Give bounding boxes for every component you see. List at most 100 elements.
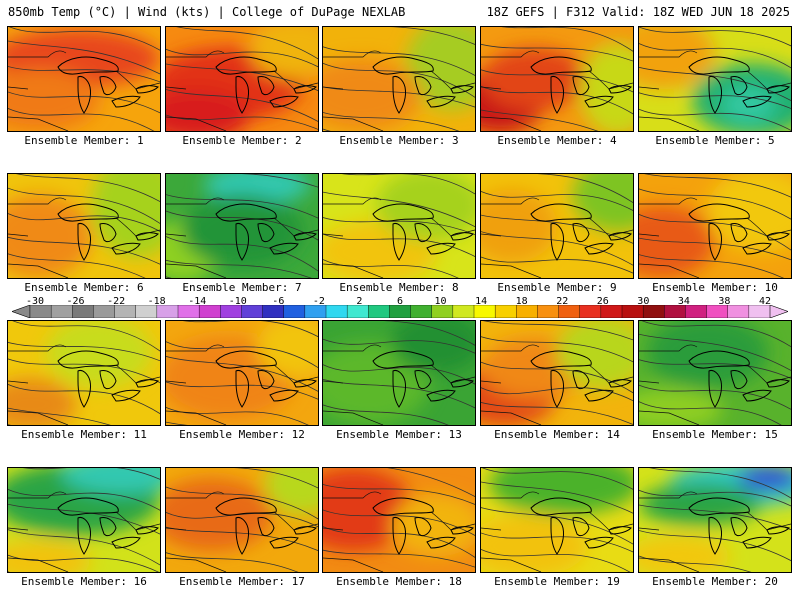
colorbar-bin (706, 305, 729, 318)
lake-outline (572, 76, 590, 96)
colorbar-bin (431, 305, 454, 318)
lake-outline (269, 242, 299, 255)
height-contour (8, 253, 146, 278)
ensemble-member-label: Ensemble Member: 14 (494, 428, 620, 441)
ensemble-map-panel (638, 173, 792, 279)
height-contour (639, 333, 791, 372)
lake-outline (530, 203, 592, 222)
height-contour (22, 468, 160, 480)
height-contour (166, 421, 188, 425)
lake-outline (135, 526, 159, 535)
height-contour (387, 468, 475, 498)
lake-outline (372, 350, 434, 369)
boundary-line (8, 86, 69, 131)
lake-outline (111, 389, 141, 402)
ensemble-member-label: Ensemble Member: 9 (497, 281, 617, 294)
height-contour (323, 191, 475, 228)
height-contour (323, 483, 475, 506)
lake-outline (257, 370, 275, 390)
temperature-map (8, 468, 160, 572)
height-contour (639, 27, 791, 47)
lake-outline (450, 232, 474, 241)
colorbar-bin (473, 305, 496, 318)
temperature-region (481, 189, 557, 263)
colorbar-bin (452, 305, 475, 318)
height-contour (649, 468, 791, 499)
colorbar-bin (198, 305, 221, 318)
ensemble-map-panel (322, 320, 476, 426)
height-contour (481, 481, 633, 514)
lake-outline (372, 203, 434, 222)
colorbar-tick-label: -22 (107, 296, 126, 307)
ensemble-member-label: Ensemble Member: 13 (336, 428, 462, 441)
lake-outline (608, 379, 632, 388)
lake-outline (77, 370, 91, 408)
boundary-line (323, 233, 384, 278)
boundary-line (639, 380, 700, 425)
lake-outline (111, 242, 141, 255)
run-valid-time: 18Z GEFS | F312 Valid: 18Z WED JUN 18 20… (486, 5, 790, 19)
boundary-line (8, 197, 67, 205)
temperature-region (61, 468, 160, 494)
colorbar-tick-label: 26 (596, 296, 609, 307)
temperature-map (323, 321, 475, 425)
height-contour (481, 256, 633, 274)
temperature-map (323, 468, 475, 572)
ensemble-map-panel (165, 320, 319, 426)
lake-outline (215, 56, 277, 75)
ensemble-member-label: Ensemble Member: 2 (182, 134, 302, 147)
lake-outline (372, 497, 434, 516)
temperature-region (707, 174, 791, 252)
colorbar-bin (494, 305, 517, 318)
height-contour (389, 27, 475, 46)
ensemble-member-label: Ensemble Member: 7 (182, 281, 302, 294)
colorbar-bin (283, 305, 306, 318)
lake-outline (708, 370, 722, 408)
ensemble-map-panel (322, 26, 476, 132)
height-contour (242, 174, 318, 188)
height-contour (9, 27, 160, 51)
ensemble-map-panel (638, 467, 792, 573)
colorbar-bin (600, 305, 623, 318)
height-contour (481, 387, 633, 402)
lake-outline (766, 526, 790, 535)
lake-outline (293, 85, 317, 94)
boundary-line (639, 233, 700, 278)
colorbar-bin (389, 305, 412, 318)
colorbar-bin (93, 305, 116, 318)
temperature-region (166, 478, 273, 552)
height-contour (482, 468, 633, 491)
height-contour (323, 111, 460, 131)
lake-outline (688, 56, 750, 75)
height-contour (323, 338, 475, 354)
colorbar-bin (579, 305, 602, 318)
height-contour (639, 529, 791, 562)
temperature-map (639, 321, 791, 425)
colorbar-tick-label: 2 (356, 296, 363, 307)
boundary-line (639, 527, 700, 572)
colorbar-tick-label: 22 (556, 296, 569, 307)
temperature-region (264, 468, 318, 515)
ensemble-member-label: Ensemble Member: 16 (21, 575, 147, 588)
temperature-region (323, 341, 430, 425)
boundary-line (8, 491, 67, 499)
lake-outline (135, 232, 159, 241)
height-contour (323, 525, 475, 559)
colorbar-bin (368, 305, 390, 318)
colorbar-min-arrow (12, 305, 31, 318)
height-contour (481, 85, 633, 115)
lake-outline (688, 497, 750, 516)
temperature-region (572, 174, 633, 232)
temperature-map (639, 27, 791, 131)
temperature-region (481, 514, 588, 572)
ensemble-member-label: Ensemble Member: 11 (21, 428, 147, 441)
lake-outline (99, 517, 117, 537)
lake-outline (530, 350, 592, 369)
temperature-map (8, 174, 160, 278)
temperature-region (166, 89, 250, 131)
height-contour (8, 529, 160, 566)
height-contour (644, 174, 791, 198)
colorbar (12, 305, 788, 318)
temperature-map (8, 321, 160, 425)
height-contour (323, 549, 475, 568)
